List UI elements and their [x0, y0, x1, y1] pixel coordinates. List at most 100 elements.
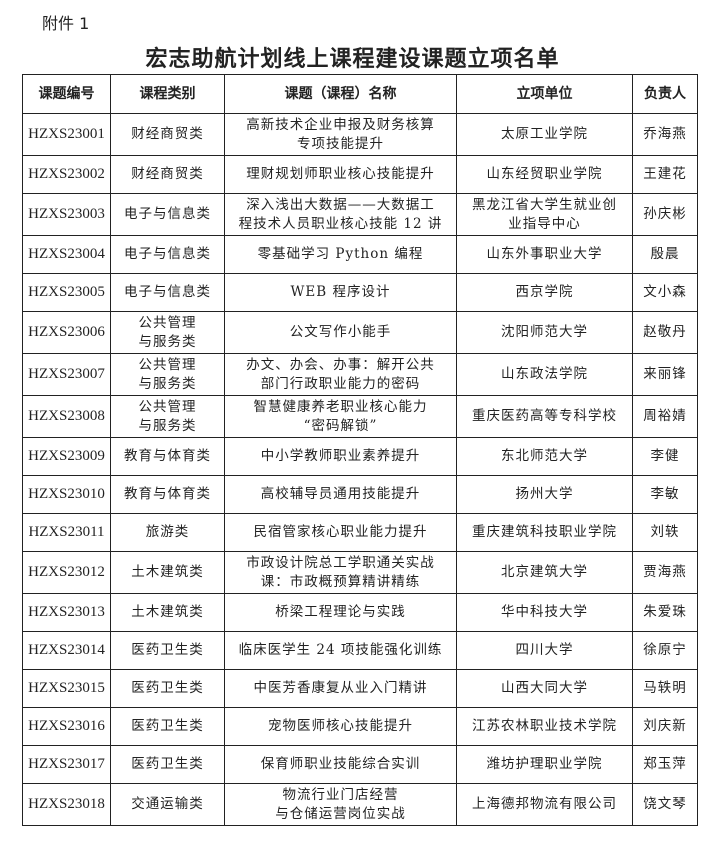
cell-institution: 扬州大学 [456, 475, 633, 514]
cell-project-code: HZXS23008 [22, 395, 111, 438]
cell-institution: 东北师范大学 [456, 437, 633, 476]
cell-course-name: 中医芳香康复从业入门精讲 [224, 669, 457, 708]
table-row: HZXS23004 电子与信息类 零基础学习 Python 编程 山东外事职业大学 殷晨 [22, 235, 698, 274]
cell-institution: 上海德邦物流有限公司 [456, 783, 633, 826]
cell-lead-person: 孙庆彬 [632, 193, 698, 236]
table-row: HZXS23016 医药卫生类 宠物医师核心技能提升 江苏农林职业技术学院 刘庆新 [22, 707, 698, 746]
table-row: HZXS23014 医药卫生类 临床医学生 24 项技能强化训练 四川大学 徐原宁 [22, 631, 698, 670]
cell-institution: 山东外事职业大学 [456, 235, 633, 274]
table-row: HZXS23015 医药卫生类 中医芳香康复从业入门精讲 山西大同大学 马轶明 [22, 669, 698, 708]
cell-institution: 沈阳师范大学 [456, 311, 633, 354]
cell-lead-person: 来丽锋 [632, 353, 698, 396]
cell-course-name: 深入浅出大数据——大数据工 程技术人员职业核心技能 12 讲 [224, 193, 457, 236]
cell-course-category: 医药卫生类 [110, 631, 225, 670]
cell-project-code: HZXS23018 [22, 783, 111, 826]
cell-course-name: 保育师职业技能综合实训 [224, 745, 457, 784]
cell-lead-person: 文小森 [632, 273, 698, 312]
project-list-table: 课题编号 课程类别 课题（课程）名称 立项单位 负责人 HZXS23001 财经商… [22, 74, 698, 826]
table-row: HZXS23011 旅游类 民宿管家核心职业能力提升 重庆建筑科技职业学院 刘轶 [22, 513, 698, 552]
cell-course-category: 教育与体育类 [110, 475, 225, 514]
cell-project-code: HZXS23007 [22, 353, 111, 396]
cell-institution: 重庆建筑科技职业学院 [456, 513, 633, 552]
cell-lead-person: 贾海燕 [632, 551, 698, 594]
cell-project-code: HZXS23015 [22, 669, 111, 708]
cell-project-code: HZXS23017 [22, 745, 111, 784]
attachment-label: 附件 1 [42, 14, 90, 33]
header-project-code: 课题编号 [22, 74, 111, 114]
cell-course-name: 桥梁工程理论与实践 [224, 593, 457, 632]
table-row: HZXS23002 财经商贸类 理财规划师职业核心技能提升 山东经贸职业学院 王建花 [22, 155, 698, 194]
header-institution: 立项单位 [456, 74, 633, 114]
cell-course-category: 交通运输类 [110, 783, 225, 826]
header-course-category: 课程类别 [110, 74, 225, 114]
cell-course-name: 民宿管家核心职业能力提升 [224, 513, 457, 552]
cell-project-code: HZXS23012 [22, 551, 111, 594]
cell-institution: 太原工业学院 [456, 113, 633, 156]
cell-course-name: 理财规划师职业核心技能提升 [224, 155, 457, 194]
cell-institution: 黑龙江省大学生就业创 业指导中心 [456, 193, 633, 236]
table-row: HZXS23001 财经商贸类 高新技术企业申报及财务核算 专项技能提升 太原工业学院… [22, 113, 698, 156]
cell-lead-person: 殷晨 [632, 235, 698, 274]
cell-lead-person: 朱爱珠 [632, 593, 698, 632]
table-header-row: 课题编号 课程类别 课题（课程）名称 立项单位 负责人 [22, 74, 698, 114]
cell-course-name: 高新技术企业申报及财务核算 专项技能提升 [224, 113, 457, 156]
cell-project-code: HZXS23013 [22, 593, 111, 632]
cell-institution: 潍坊护理职业学院 [456, 745, 633, 784]
table-row: HZXS23003 电子与信息类 深入浅出大数据——大数据工 程技术人员职业核心技能… [22, 193, 698, 236]
cell-project-code: HZXS23011 [22, 513, 111, 552]
cell-course-category: 公共管理 与服务类 [110, 311, 225, 354]
cell-project-code: HZXS23002 [22, 155, 111, 194]
cell-institution: 山西大同大学 [456, 669, 633, 708]
cell-lead-person: 刘庆新 [632, 707, 698, 746]
cell-project-code: HZXS23014 [22, 631, 111, 670]
cell-course-category: 教育与体育类 [110, 437, 225, 476]
cell-course-name: 临床医学生 24 项技能强化训练 [224, 631, 457, 670]
cell-course-name: 零基础学习 Python 编程 [224, 235, 457, 274]
cell-course-category: 土木建筑类 [110, 551, 225, 594]
cell-course-name: 宠物医师核心技能提升 [224, 707, 457, 746]
cell-lead-person: 王建花 [632, 155, 698, 194]
header-lead: 负责人 [632, 74, 698, 114]
cell-institution: 重庆医药高等专科学校 [456, 395, 633, 438]
cell-course-name: 公文写作小能手 [224, 311, 457, 354]
cell-institution: 山东政法学院 [456, 353, 633, 396]
cell-lead-person: 饶文琴 [632, 783, 698, 826]
cell-course-category: 电子与信息类 [110, 193, 225, 236]
cell-institution: 北京建筑大学 [456, 551, 633, 594]
table-row: HZXS23017 医药卫生类 保育师职业技能综合实训 潍坊护理职业学院 郑玉萍 [22, 745, 698, 784]
cell-lead-person: 郑玉萍 [632, 745, 698, 784]
cell-course-name: 中小学教师职业素养提升 [224, 437, 457, 476]
cell-course-name: 办文、办会、办事：解开公共 部门行政职业能力的密码 [224, 353, 457, 396]
table-row: HZXS23005 电子与信息类 WEB 程序设计 西京学院 文小森 [22, 273, 698, 312]
cell-institution: 华中科技大学 [456, 593, 633, 632]
cell-project-code: HZXS23009 [22, 437, 111, 476]
cell-course-category: 电子与信息类 [110, 235, 225, 274]
cell-course-name: 高校辅导员通用技能提升 [224, 475, 457, 514]
table-row: HZXS23012 土木建筑类 市政设计院总工学职通关实战 课：市政概预算精讲精练北… [22, 551, 698, 594]
cell-course-category: 医药卫生类 [110, 669, 225, 708]
cell-lead-person: 李敏 [632, 475, 698, 514]
cell-institution: 江苏农林职业技术学院 [456, 707, 633, 746]
cell-course-category: 土木建筑类 [110, 593, 225, 632]
cell-project-code: HZXS23003 [22, 193, 111, 236]
table-row: HZXS23018 交通运输类 物流行业门店经营 与仓储运营岗位实战 上海德邦物流有限… [22, 783, 698, 826]
cell-course-name: 智慧健康养老职业核心能力 “密码解锁” [224, 395, 457, 438]
cell-project-code: HZXS23010 [22, 475, 111, 514]
cell-institution: 四川大学 [456, 631, 633, 670]
cell-course-category: 财经商贸类 [110, 155, 225, 194]
table-row: HZXS23008 公共管理 与服务类 智慧健康养老职业核心能力 “密码解锁” 重庆医… [22, 395, 698, 438]
cell-course-name: 物流行业门店经营 与仓储运营岗位实战 [224, 783, 457, 826]
table-row: HZXS23006 公共管理 与服务类 公文写作小能手 沈阳师范大学 赵敬丹 [22, 311, 698, 354]
table-row: HZXS23007 公共管理 与服务类 办文、办会、办事：解开公共 部门行政职业能力… [22, 353, 698, 396]
cell-institution: 西京学院 [456, 273, 633, 312]
cell-project-code: HZXS23005 [22, 273, 111, 312]
table-row: HZXS23013 土木建筑类 桥梁工程理论与实践 华中科技大学 朱爱珠 [22, 593, 698, 632]
header-course-name: 课题（课程）名称 [224, 74, 457, 114]
cell-course-category: 旅游类 [110, 513, 225, 552]
cell-project-code: HZXS23006 [22, 311, 111, 354]
cell-lead-person: 李健 [632, 437, 698, 476]
cell-course-category: 公共管理 与服务类 [110, 395, 225, 438]
table-row: HZXS23010 教育与体育类 高校辅导员通用技能提升 扬州大学 李敏 [22, 475, 698, 514]
cell-lead-person: 赵敬丹 [632, 311, 698, 354]
document-title: 宏志助航计划线上课程建设课题立项名单 [145, 46, 560, 72]
